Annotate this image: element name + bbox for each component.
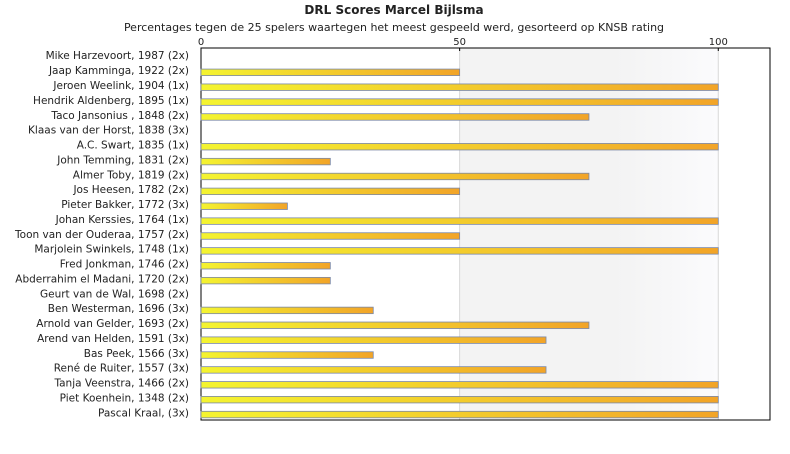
chart-subtitle: Percentages tegen de 25 spelers waartege… (124, 21, 664, 34)
bar (200, 262, 331, 270)
bar (200, 321, 590, 329)
bar (200, 381, 719, 389)
category-label: Almer Toby, 1819 (2x) (73, 169, 189, 181)
bar (200, 143, 719, 151)
bar (200, 187, 461, 196)
bar (200, 172, 590, 181)
category-label: Jos Heesen, 1782 (2x) (72, 184, 189, 196)
category-label: John Temming, 1831 (2x) (56, 154, 189, 166)
category-label: Jeroen Weelink, 1904 (1x) (52, 80, 189, 92)
bar (200, 202, 288, 210)
category-label: Abderrahim el Madani, 1720 (2x) (15, 273, 189, 285)
category-label: Mike Harzevoort, 1987 (2x) (46, 50, 189, 62)
bar (200, 157, 331, 166)
category-label: Jaap Kamminga, 1922 (2x) (48, 65, 189, 77)
category-label: Geurt van de Wal, 1698 (2x) (40, 288, 189, 300)
bar (200, 232, 461, 240)
category-label: Arend van Helden, 1591 (3x) (37, 333, 189, 345)
category-label: Arnold van Gelder, 1693 (2x) (36, 318, 189, 330)
x-tick-label: 100 (709, 37, 728, 48)
category-label: Johan Kerssies, 1764 (1x) (55, 214, 189, 226)
bar (200, 217, 719, 225)
x-tick-label: 50 (453, 37, 466, 48)
category-label: Pascal Kraal, (3x) (98, 407, 189, 419)
bar (200, 276, 331, 285)
bar (200, 113, 590, 121)
bar (200, 396, 719, 404)
bar (200, 68, 461, 76)
category-label: Ben Westerman, 1696 (3x) (48, 303, 189, 315)
x-tick-label: 0 (198, 37, 204, 48)
category-label: Marjolein Swinkels, 1748 (1x) (34, 244, 189, 256)
x-axis-ticks: 0 50 100 (198, 37, 728, 51)
bar (200, 336, 547, 344)
bar (200, 351, 374, 359)
bar (200, 83, 719, 91)
bar (200, 306, 374, 315)
bar (200, 247, 719, 255)
category-label: Toon van der Ouderaa, 1757 (2x) (14, 229, 189, 241)
grid-band (459, 48, 719, 420)
category-label: René de Ruiter, 1557 (3x) (54, 363, 189, 375)
bars (200, 68, 719, 419)
category-label: Bas Peek, 1566 (3x) (84, 348, 189, 360)
bar (200, 98, 719, 106)
category-label: A.C. Swart, 1835 (1x) (77, 140, 189, 152)
bar (200, 410, 719, 419)
category-label: Piet Koenhein, 1348 (2x) (60, 392, 189, 404)
chart-title: DRL Scores Marcel Bijlsma (304, 3, 483, 17)
category-label: Fred Jonkman, 1746 (2x) (60, 259, 189, 271)
category-label: Taco Jansonius , 1848 (2x) (50, 110, 189, 122)
category-label: Pieter Bakker, 1772 (3x) (61, 199, 189, 211)
category-label: Klaas van der Horst, 1838 (3x) (28, 125, 189, 137)
category-label: Hendrik Aldenberg, 1895 (1x) (33, 95, 189, 107)
category-labels: Mike Harzevoort, 1987 (2x) Jaap Kamminga,… (14, 50, 189, 419)
bar (200, 366, 547, 374)
category-label: Tanja Veenstra, 1466 (2x) (53, 378, 189, 390)
